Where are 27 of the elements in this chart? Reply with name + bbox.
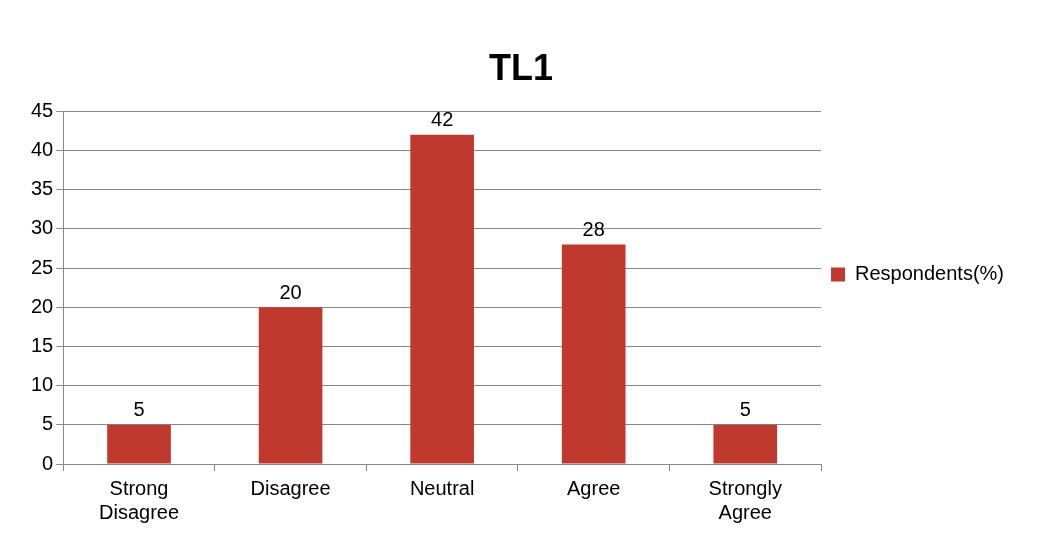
y-tick-label: 20	[31, 294, 54, 317]
bar	[410, 134, 474, 464]
y-tick-label: 5	[42, 412, 54, 435]
y-tick-label: 25	[31, 255, 54, 278]
legend-label: Respondents(%)	[855, 262, 1004, 285]
bar	[258, 307, 323, 464]
data-label: 20	[279, 280, 302, 303]
y-tick-label: 35	[31, 177, 54, 200]
y-tick-label: 10	[31, 373, 54, 396]
chart-title: TL1	[488, 46, 554, 88]
data-label: 5	[739, 398, 751, 421]
bar	[713, 424, 778, 464]
y-tick-label: 15	[31, 333, 54, 356]
x-tick-label: Strong Disagree	[99, 476, 180, 523]
y-tick-label: 30	[31, 216, 54, 239]
x-tick-label: Disagree	[250, 476, 331, 499]
y-tick-label: 45	[31, 98, 54, 121]
x-tick-label: Strongly Agree	[708, 476, 782, 523]
x-tick-label: Neutral	[409, 476, 475, 499]
y-tick-label: 0	[42, 451, 54, 474]
data-label: 5	[133, 398, 145, 421]
data-label: 28	[582, 218, 605, 240]
bar	[107, 424, 171, 464]
bar	[561, 244, 626, 464]
x-tick-label: Agree	[567, 476, 621, 499]
data-label: 42	[431, 108, 454, 131]
y-tick-label: 40	[31, 137, 54, 160]
